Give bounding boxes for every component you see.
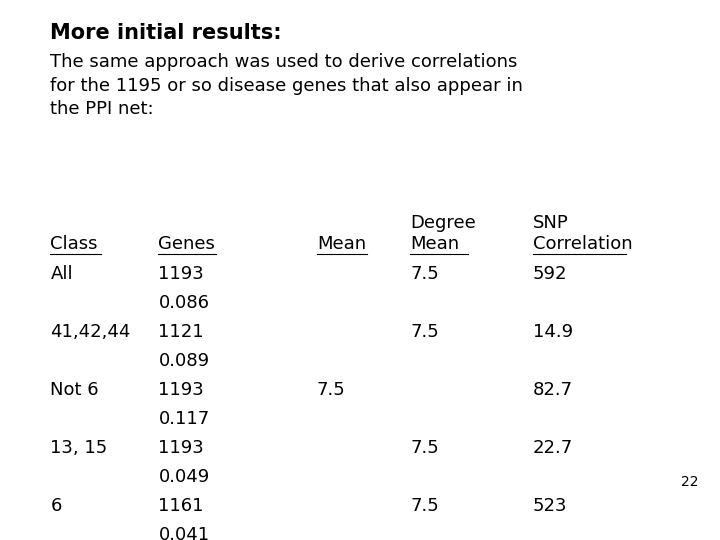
Text: 7.5: 7.5: [410, 323, 439, 341]
Text: 523: 523: [533, 497, 567, 515]
Text: 7.5: 7.5: [410, 439, 439, 457]
Text: 41,42,44: 41,42,44: [50, 323, 131, 341]
Text: Class: Class: [50, 234, 98, 253]
Text: 7.5: 7.5: [410, 265, 439, 283]
Text: Correlation: Correlation: [533, 234, 632, 253]
Text: 6: 6: [50, 497, 62, 515]
Text: 1193: 1193: [158, 381, 204, 399]
Text: 1193: 1193: [158, 439, 204, 457]
Text: The same approach was used to derive correlations
for the 1195 or so disease gen: The same approach was used to derive cor…: [50, 53, 523, 118]
Text: 1161: 1161: [158, 497, 204, 515]
Text: SNP: SNP: [533, 214, 569, 232]
Text: 7.5: 7.5: [317, 381, 346, 399]
Text: 0.049: 0.049: [158, 468, 210, 485]
Text: 592: 592: [533, 265, 567, 283]
Text: 0.086: 0.086: [158, 294, 210, 312]
Text: Degree: Degree: [410, 214, 476, 232]
Text: 14.9: 14.9: [533, 323, 573, 341]
Text: 13, 15: 13, 15: [50, 439, 108, 457]
Text: 22.7: 22.7: [533, 439, 573, 457]
Text: Not 6: Not 6: [50, 381, 99, 399]
Text: 0.117: 0.117: [158, 410, 210, 428]
Text: 1121: 1121: [158, 323, 204, 341]
Text: 22: 22: [681, 475, 698, 489]
Text: More initial results:: More initial results:: [50, 23, 282, 43]
Text: Mean: Mean: [410, 234, 459, 253]
Text: Mean: Mean: [317, 234, 366, 253]
Text: 0.041: 0.041: [158, 526, 210, 540]
Text: 82.7: 82.7: [533, 381, 573, 399]
Text: 1193: 1193: [158, 265, 204, 283]
Text: 0.089: 0.089: [158, 352, 210, 370]
Text: Genes: Genes: [158, 234, 215, 253]
Text: All: All: [50, 265, 73, 283]
Text: 7.5: 7.5: [410, 497, 439, 515]
